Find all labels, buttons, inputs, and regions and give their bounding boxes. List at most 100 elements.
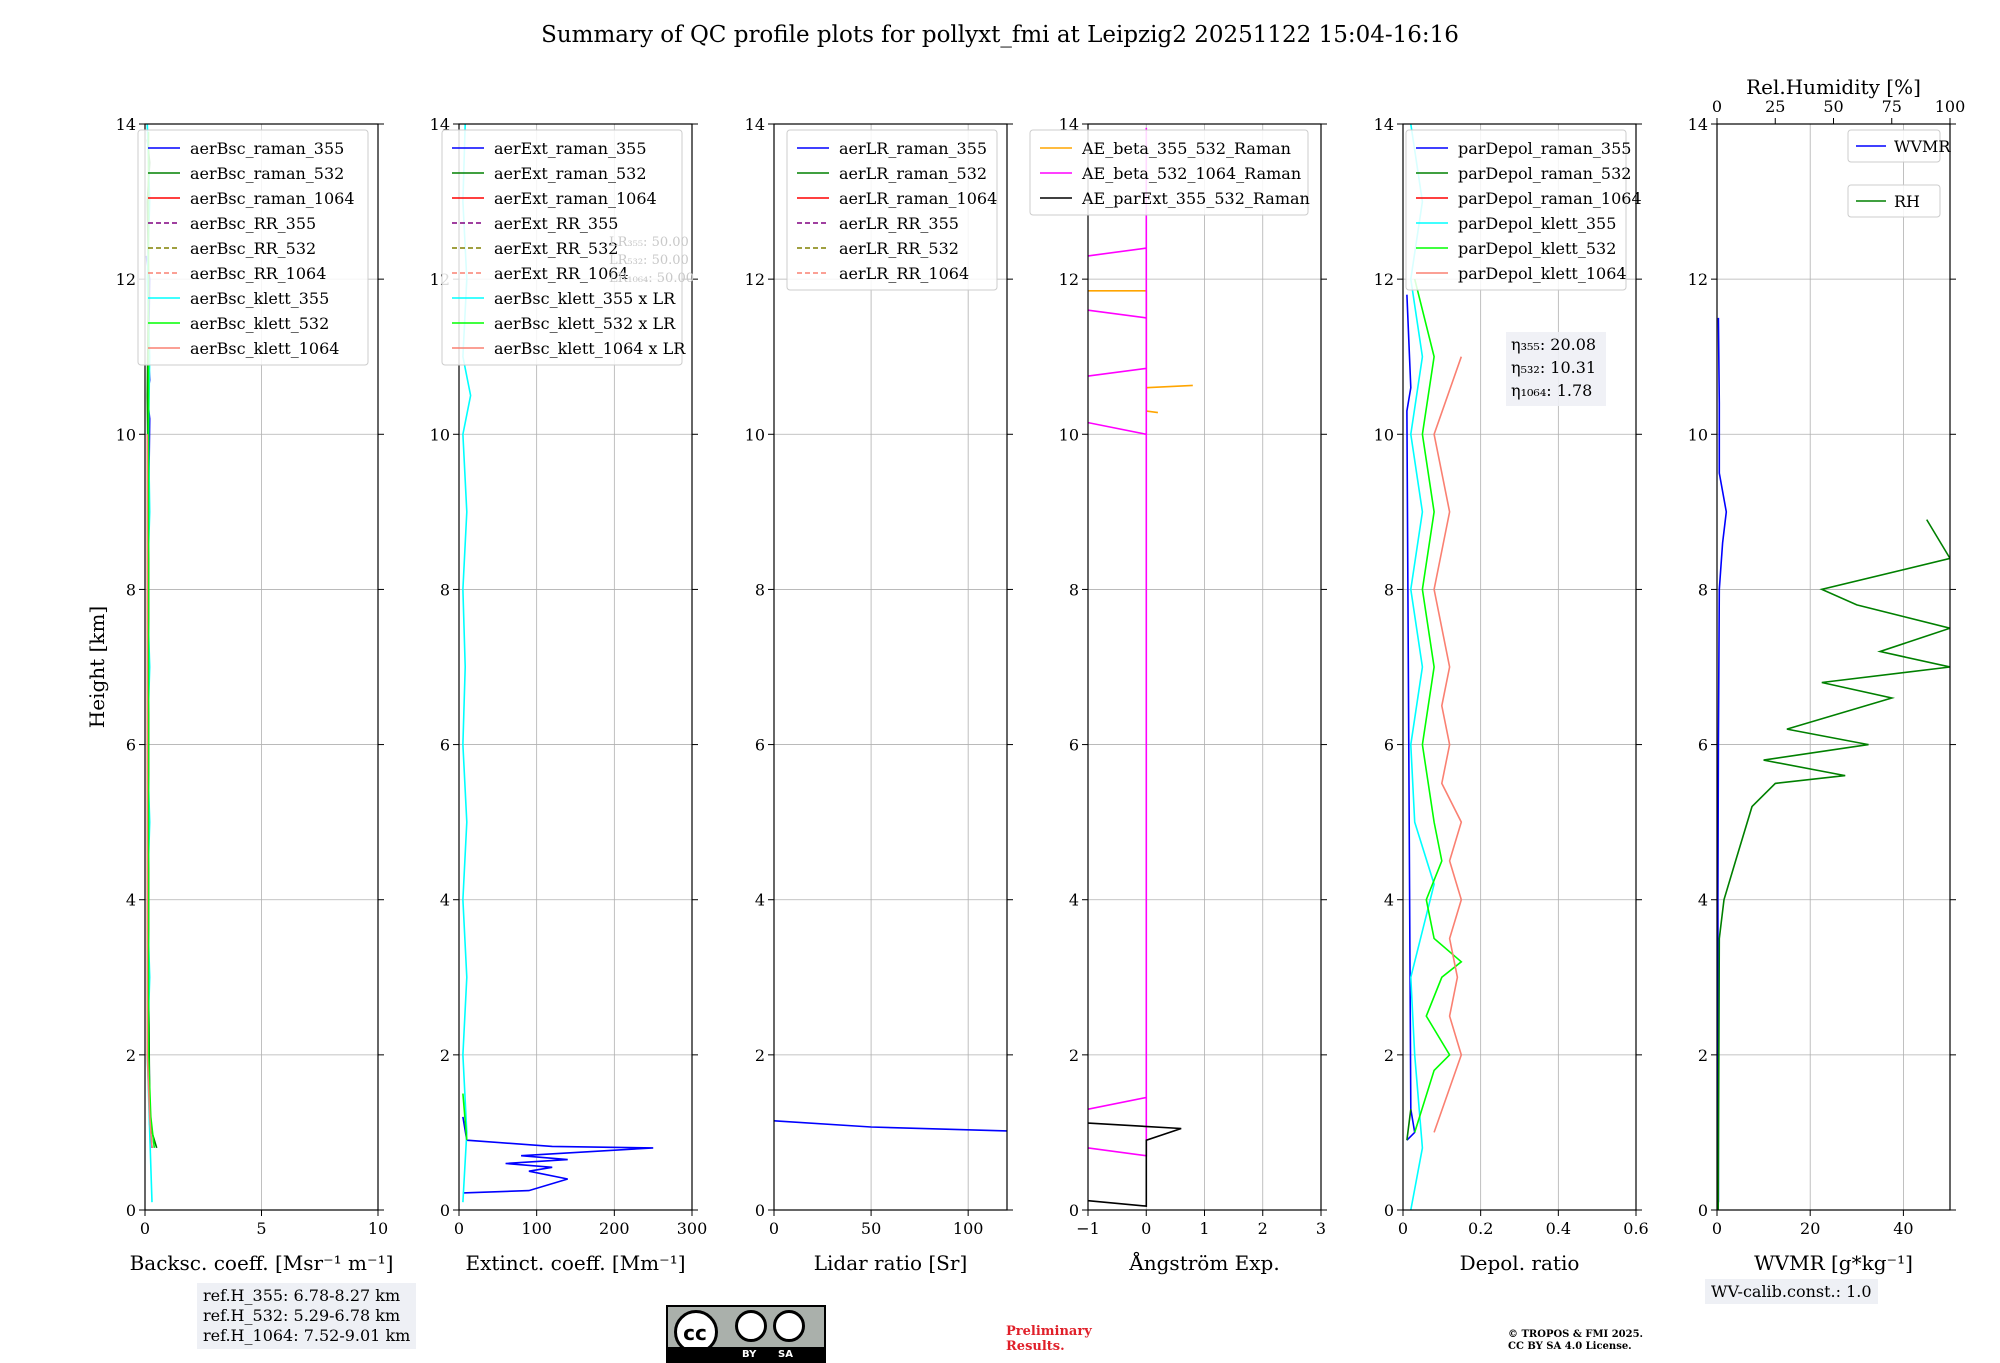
x-tick-label-wv: 0 xyxy=(1712,1219,1722,1238)
x-tick-label-depol: 0.4 xyxy=(1546,1219,1571,1238)
series-line-WVMR xyxy=(1717,317,1728,1203)
series-line-aerExt_raman_355 xyxy=(462,1116,654,1194)
x-tick-label-depol: 0 xyxy=(1398,1219,1408,1238)
y-tick-label-lr: 0 xyxy=(755,1201,765,1220)
y-tick-label-lr: 10 xyxy=(745,425,765,444)
x-tick-label-wv: 20 xyxy=(1800,1219,1820,1238)
legend-label-aerBsc_klett_1064-x-LR: aerBsc_klett_1064 x LR xyxy=(494,339,686,358)
y-tick-label-ext: 4 xyxy=(440,891,450,910)
y-tick-label-lr: 2 xyxy=(755,1046,765,1065)
y-tick-label-depol: 0 xyxy=(1384,1201,1394,1220)
x-tick-label-lr: 0 xyxy=(769,1219,779,1238)
y-tick-label-wv: 0 xyxy=(1698,1201,1708,1220)
legend-label-parDepol_klett_1064: parDepol_klett_1064 xyxy=(1458,264,1627,283)
legend-label-parDepol_raman_1064: parDepol_raman_1064 xyxy=(1458,189,1642,208)
x-tick-label-ae: 0 xyxy=(1141,1219,1151,1238)
y-tick-label-wv: 14 xyxy=(1688,115,1708,134)
series-line-AE_parExt_355_532_Raman xyxy=(1088,1122,1182,1207)
legend-box-wv xyxy=(1847,129,1941,163)
legend-label-WVMR: WVMR xyxy=(1894,137,1951,156)
y-tick-label-ae: 12 xyxy=(1059,270,1079,289)
lr-label: LR₁₀₆₄: 50.00 xyxy=(609,271,694,286)
legend-box-lr xyxy=(786,129,998,291)
legend-box-ae xyxy=(1029,129,1309,216)
x-tick-label-ae: 1 xyxy=(1199,1219,1209,1238)
x-tick-label-bsc: 10 xyxy=(368,1219,388,1238)
eta-label: η₁₀₆₄: 1.78 xyxy=(1511,381,1592,400)
y-tick-label-ext: 2 xyxy=(440,1046,450,1065)
legend-label-AE_beta_355_532_Raman: AE_beta_355_532_Raman xyxy=(1081,139,1291,158)
legend-label-parDepol_klett_355: parDepol_klett_355 xyxy=(1458,214,1616,233)
series-line-AE_beta_355_532_Raman xyxy=(1088,290,1193,414)
x-tick-label-lr: 100 xyxy=(953,1219,984,1238)
legend-label-aerBsc_klett_532-x-LR: aerBsc_klett_532 x LR xyxy=(494,314,676,333)
x-axis-label-ae: Ångström Exp. xyxy=(1128,1250,1279,1275)
legend-label-aerLR_raman_532: aerLR_raman_532 xyxy=(839,164,987,183)
legend-label-aerBsc_klett_532: aerBsc_klett_532 xyxy=(190,314,329,333)
legend-label-aerBsc_RR_532: aerBsc_RR_532 xyxy=(190,239,316,258)
wv-calib-box: WV-calib.const.: 1.0 xyxy=(1705,1279,1878,1304)
legend-label-parDepol_klett_532: parDepol_klett_532 xyxy=(1458,239,1616,258)
y-tick-label-wv: 6 xyxy=(1698,736,1708,755)
y-tick-label-bsc: 12 xyxy=(116,270,136,289)
x2-axis-label-wv: Rel.Humidity [%] xyxy=(1746,75,1921,99)
y-tick-label-bsc: 0 xyxy=(126,1201,136,1220)
y-tick-label-ae: 4 xyxy=(1069,891,1079,910)
legend-label-AE_beta_532_1064_Raman: AE_beta_532_1064_Raman xyxy=(1081,164,1301,183)
plot-frame-depol xyxy=(1402,123,1637,1211)
x-axis-label-lr: Lidar ratio [Sr] xyxy=(814,1251,968,1275)
y-tick-label-ext: 8 xyxy=(440,580,450,599)
series-line-RH xyxy=(1717,519,1950,1210)
legend-label-aerBsc_raman_355: aerBsc_raman_355 xyxy=(190,139,344,158)
y-axis-label: Height [km] xyxy=(85,606,109,728)
prelim-line-2: Results. xyxy=(1006,1339,1065,1354)
y-tick-label-depol: 8 xyxy=(1384,580,1394,599)
legend-label-aerBsc_klett_355: aerBsc_klett_355 xyxy=(190,289,329,308)
lr-label: LR₅₃₂: 50.00 xyxy=(609,253,689,268)
series-line-parDepol_klett_532 xyxy=(1413,278,1463,1133)
legend-label-aerLR_raman_1064: aerLR_raman_1064 xyxy=(839,189,997,208)
y-tick-label-lr: 14 xyxy=(745,115,765,134)
plot-frame-ext xyxy=(458,123,693,1211)
y-tick-label-depol: 12 xyxy=(1374,270,1394,289)
y-tick-label-wv: 4 xyxy=(1698,891,1708,910)
figure-title: Summary of QC profile plots for pollyxt_… xyxy=(541,22,1459,48)
legend-label-aerBsc_raman_1064: aerBsc_raman_1064 xyxy=(190,189,355,208)
legend-label-aerExt_RR_355: aerExt_RR_355 xyxy=(494,214,618,233)
plot-frame-wv xyxy=(1716,123,1951,1211)
legend-box-bsc xyxy=(137,129,369,366)
x2-tick-label-wv: 25 xyxy=(1765,97,1785,116)
y-tick-label-wv: 8 xyxy=(1698,580,1708,599)
eta-box xyxy=(1506,332,1606,406)
legend-label-aerLR_RR_1064: aerLR_RR_1064 xyxy=(839,264,969,283)
y-tick-label-ae: 10 xyxy=(1059,425,1079,444)
series-line-AE_beta_532_1064_Raman xyxy=(1088,127,1148,1157)
legend-label-aerBsc_klett_1064: aerBsc_klett_1064 xyxy=(190,339,339,358)
legend-box-wv xyxy=(1847,184,1941,218)
cc-license-bar: BY SA xyxy=(668,1347,824,1361)
preliminary-results-note: Preliminary Results. xyxy=(1006,1324,1092,1354)
y-tick-label-depol: 10 xyxy=(1374,425,1394,444)
cc-sa-label: SA xyxy=(778,1349,793,1360)
x-tick-label-ext: 100 xyxy=(521,1219,552,1238)
legend-label-aerBsc_RR_1064: aerBsc_RR_1064 xyxy=(190,264,326,283)
legend-box-ext xyxy=(441,129,683,366)
legend-label-aerBsc_RR_355: aerBsc_RR_355 xyxy=(190,214,316,233)
series-line-aerBsc_klett_1064 xyxy=(146,434,153,1148)
eta-label: η₅₃₂: 10.31 xyxy=(1511,358,1596,377)
series-line-parDepol_klett_1064 xyxy=(1433,356,1463,1133)
x2-tick-label-wv: 0 xyxy=(1712,97,1722,116)
y-tick-label-lr: 6 xyxy=(755,736,765,755)
y-tick-label-depol: 2 xyxy=(1384,1046,1394,1065)
legend-label-aerExt_raman_355: aerExt_raman_355 xyxy=(494,139,647,158)
x-tick-label-bsc: 0 xyxy=(140,1219,150,1238)
x-tick-label-ae: −1 xyxy=(1076,1219,1100,1238)
y-tick-label-bsc: 8 xyxy=(126,580,136,599)
y-tick-label-bsc: 14 xyxy=(116,115,136,134)
legend-label-aerExt_raman_532: aerExt_raman_532 xyxy=(494,164,647,183)
x-axis-label-wv: WVMR [g*kg⁻¹] xyxy=(1754,1251,1913,1275)
legend-label-RH: RH xyxy=(1894,192,1920,211)
legend-label-aerLR_RR_355: aerLR_RR_355 xyxy=(839,214,959,233)
series-line-aerBsc_klett_532 xyxy=(147,131,156,1148)
